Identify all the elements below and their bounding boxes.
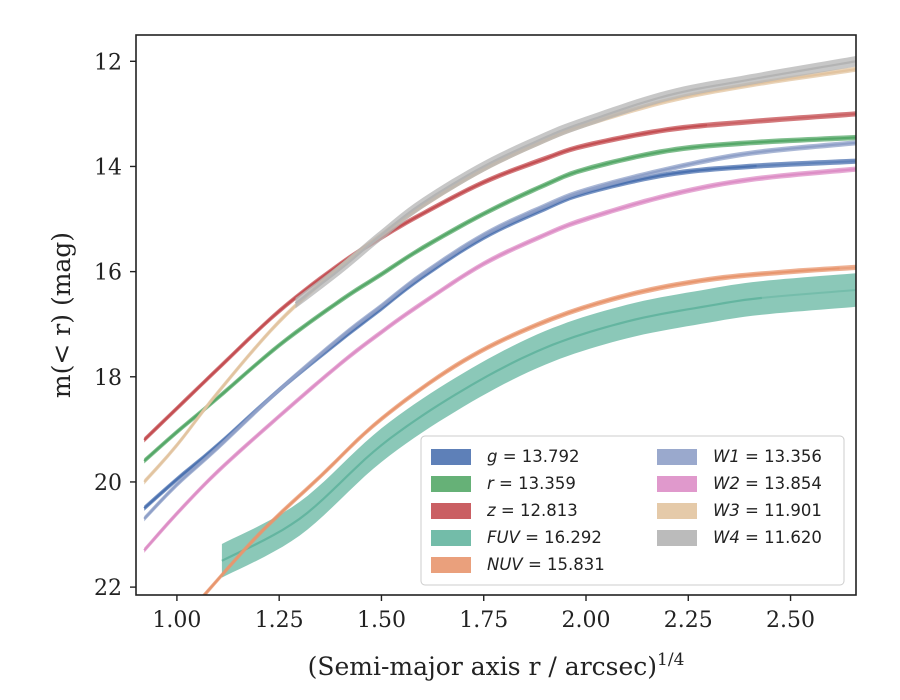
legend-swatch xyxy=(431,530,471,546)
y-tick-label: 14 xyxy=(94,155,122,180)
legend-entry-g: g = 13.792 xyxy=(431,447,580,466)
series-w4-line xyxy=(294,60,856,305)
legend-swatch xyxy=(657,530,697,546)
legend-label: W2 = 13.854 xyxy=(713,474,822,493)
series-z-band xyxy=(144,111,856,443)
legend-label: FUV = 16.292 xyxy=(487,528,602,547)
legend-label: W4 = 11.620 xyxy=(713,528,822,547)
series-fuv-band xyxy=(221,273,856,578)
series-z-curve xyxy=(143,111,856,443)
legend-label: W3 = 11.901 xyxy=(713,501,822,520)
series-g-extrapolation xyxy=(756,160,856,167)
legend-entry-w1: W1 = 13.356 xyxy=(657,447,822,466)
series-layer xyxy=(143,56,856,595)
legend-entry-z: z = 12.813 xyxy=(431,501,578,520)
legend-label: g = 13.792 xyxy=(487,447,580,466)
y-tick-label: 18 xyxy=(94,366,122,391)
legend-label: r = 13.359 xyxy=(487,474,576,493)
legend-swatch xyxy=(657,449,697,465)
legend: g = 13.792 r = 13.359 z = 12.813 FUV = 16.2… xyxy=(420,435,845,586)
series-r-curve xyxy=(143,134,856,464)
legend-swatch xyxy=(657,476,697,492)
y-axis: 12 14 16 18 20 22 xyxy=(94,50,136,601)
y-tick-label: 22 xyxy=(94,576,122,601)
plot-frame xyxy=(135,34,857,596)
legend-swatch xyxy=(657,503,697,519)
series-fuv-curve xyxy=(221,273,856,578)
y-tick-label: 12 xyxy=(94,50,122,75)
x-tick-label: 1.00 xyxy=(152,608,201,633)
series-r-line xyxy=(143,136,856,462)
y-tick-label: 20 xyxy=(94,471,122,496)
series-w2-curve xyxy=(143,166,856,553)
series-fuv-extrapolation xyxy=(761,289,856,299)
legend-label: NUV = 15.831 xyxy=(487,555,605,574)
legend-entry-fuv: FUV = 16.292 xyxy=(431,528,602,547)
legend-swatch xyxy=(431,557,471,573)
legend-entry-w2: W2 = 13.854 xyxy=(657,474,822,493)
series-w4-curve xyxy=(294,56,856,309)
legend-entry-nuv: NUV = 15.831 xyxy=(431,555,605,574)
legend-label: z = 12.813 xyxy=(486,501,578,520)
series-z-extrapolation xyxy=(707,112,856,127)
series-fuv-line xyxy=(221,296,763,562)
series-nuv-line xyxy=(202,267,840,595)
series-w2-line xyxy=(143,168,856,552)
legend-swatch xyxy=(431,449,471,465)
x-tick-label: 1.25 xyxy=(255,608,304,633)
legend-swatch xyxy=(431,503,471,519)
x-tick-label: 2.25 xyxy=(664,608,713,633)
series-w1-line xyxy=(143,141,856,520)
series-nuv-band xyxy=(202,264,856,595)
series-w1-curve xyxy=(143,140,856,522)
legend-label: W1 = 13.356 xyxy=(713,447,822,466)
legend-box xyxy=(420,435,845,586)
x-axis: 1.00 1.25 1.50 1.75 2.00 2.25 2.50 xyxy=(152,595,815,633)
x-tick-label: 2.50 xyxy=(766,608,815,633)
legend-swatch xyxy=(431,476,471,492)
x-tick-label: 2.00 xyxy=(562,608,611,633)
legend-entry-w3: W3 = 11.901 xyxy=(657,501,822,520)
legend-entry-r: r = 13.359 xyxy=(431,474,576,493)
y-tick-label: 16 xyxy=(94,261,122,286)
series-nuv-curve xyxy=(202,264,856,595)
series-z-line xyxy=(143,124,708,441)
x-tick-label: 1.50 xyxy=(357,608,406,633)
x-tick-label: 1.75 xyxy=(459,608,508,633)
y-axis-title: m(< r) (mag) xyxy=(47,232,76,398)
legend-entry-w4: W4 = 11.620 xyxy=(657,528,822,547)
series-nuv-extrapolation xyxy=(832,266,856,270)
x-axis-title: (Semi-major axis r / arcsec)1/4 xyxy=(308,650,685,681)
